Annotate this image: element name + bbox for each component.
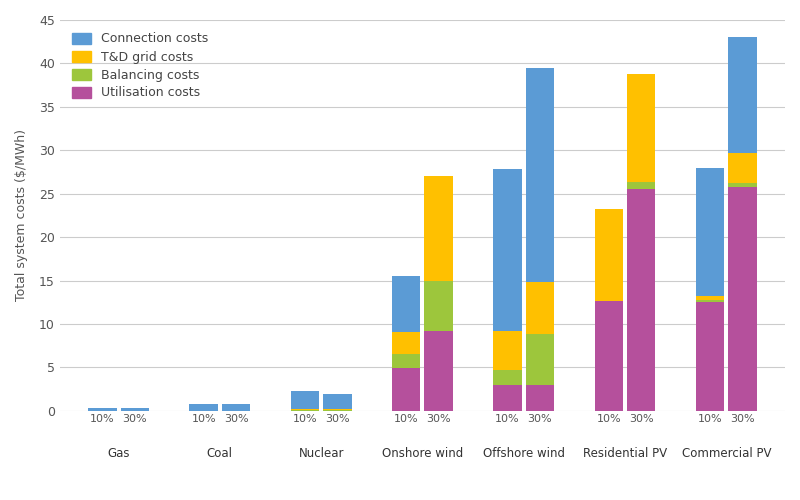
Bar [728, 38, 757, 153]
Bar [696, 302, 724, 411]
Y-axis label: Total system costs ($/MWh): Total system costs ($/MWh) [15, 130, 28, 302]
Bar [696, 300, 724, 302]
Bar [392, 276, 420, 332]
Bar [526, 334, 554, 385]
Bar [323, 394, 351, 408]
Text: Nuclear: Nuclear [298, 447, 344, 460]
Bar [627, 74, 655, 182]
Bar [290, 392, 319, 408]
Bar [190, 404, 218, 411]
Bar [494, 331, 522, 370]
Bar [526, 282, 554, 335]
Bar [222, 404, 250, 411]
Bar [323, 410, 351, 411]
Bar [88, 408, 117, 411]
Bar [392, 368, 420, 411]
Bar [425, 176, 453, 281]
Text: Residential PV: Residential PV [583, 447, 667, 460]
Bar [425, 331, 453, 411]
Bar [594, 210, 623, 300]
Bar [526, 385, 554, 411]
Bar [323, 408, 351, 410]
Bar [728, 184, 757, 187]
Bar [425, 280, 453, 331]
Legend: Connection costs, T&D grid costs, Balancing costs, Utilisation costs: Connection costs, T&D grid costs, Balanc… [66, 26, 214, 106]
Bar [627, 190, 655, 411]
Bar [696, 296, 724, 300]
Bar [728, 187, 757, 411]
Bar [627, 182, 655, 190]
Text: Coal: Coal [207, 447, 233, 460]
Bar [290, 410, 319, 411]
Bar [494, 168, 522, 331]
Text: Offshore wind: Offshore wind [482, 447, 565, 460]
Bar [392, 354, 420, 368]
Bar [494, 385, 522, 411]
Bar [594, 300, 623, 411]
Bar [696, 168, 724, 296]
Bar [494, 370, 522, 385]
Bar [290, 408, 319, 410]
Bar [392, 332, 420, 353]
Bar [526, 68, 554, 282]
Text: Onshore wind: Onshore wind [382, 447, 463, 460]
Bar [728, 153, 757, 184]
Text: Commercial PV: Commercial PV [682, 447, 771, 460]
Text: Gas: Gas [107, 447, 130, 460]
Bar [121, 408, 149, 411]
